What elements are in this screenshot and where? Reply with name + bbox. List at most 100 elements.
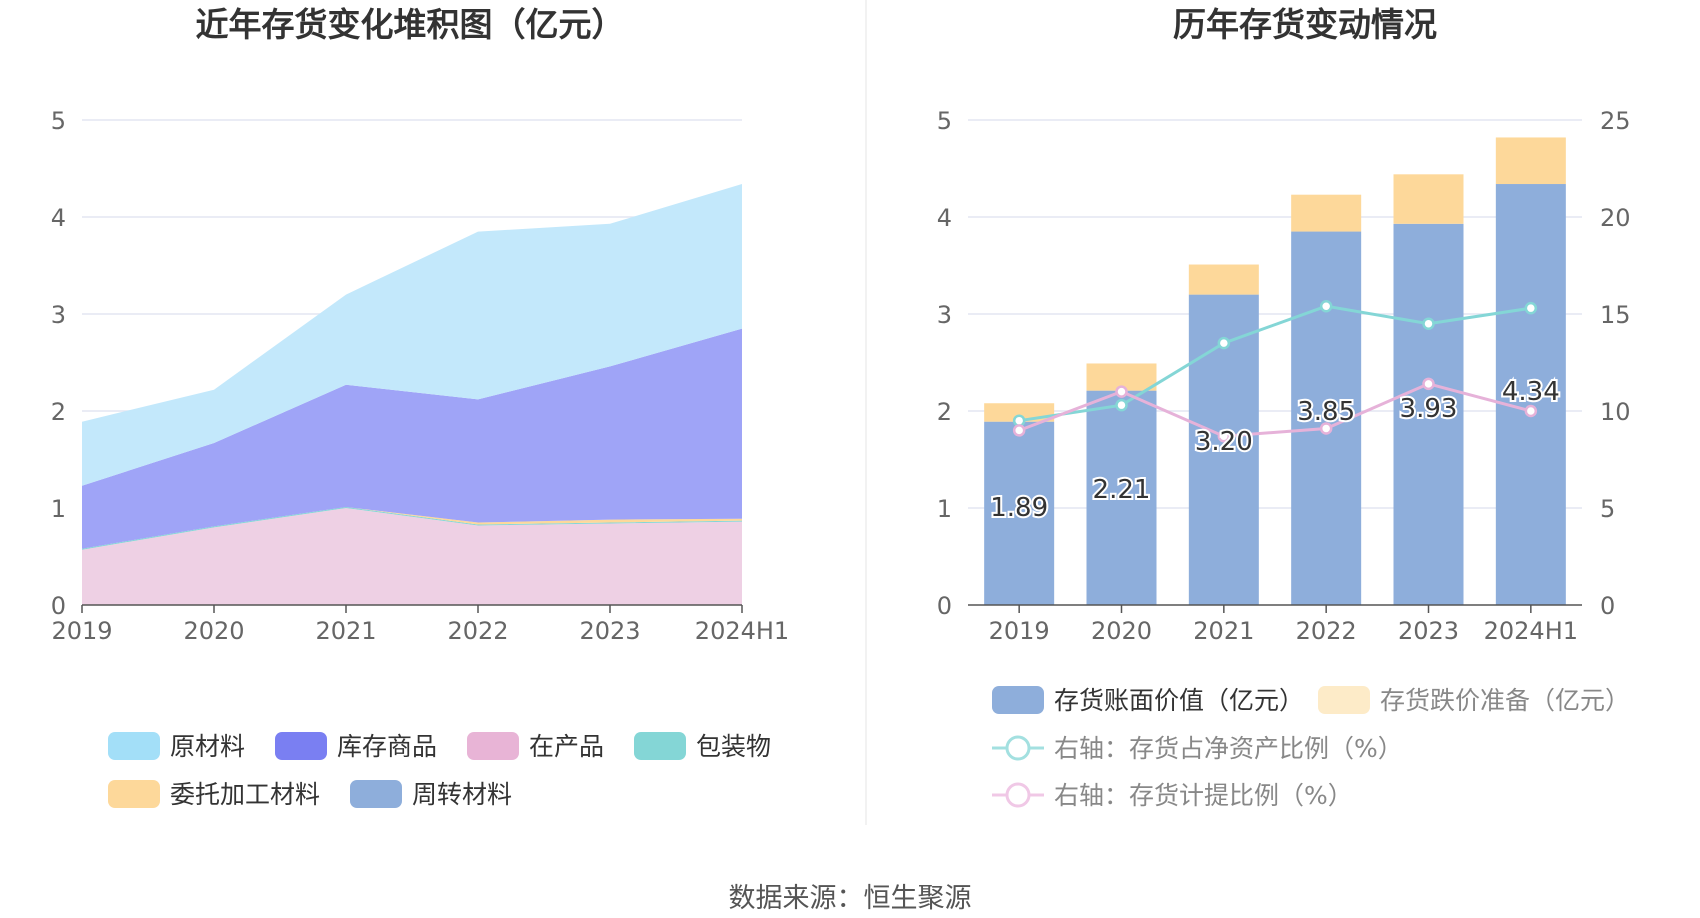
right-y-tick-label: 2 [937, 398, 952, 426]
bar-value-label: 3.93 [1400, 394, 1458, 424]
left-chart-title: 近年存货变化堆积图（亿元） [196, 5, 625, 44]
legend-swatch [992, 686, 1044, 714]
legend-swatch [1318, 686, 1370, 714]
right-y-tick-label: 5 [937, 107, 952, 135]
right-x-tick-label: 2020 [1091, 617, 1152, 645]
legend-marker [1005, 782, 1031, 808]
bar-value-label: 1.89 [990, 493, 1048, 523]
point-ratio_line [1217, 336, 1231, 350]
point-provision_line [1319, 422, 1333, 435]
legend-marker [1005, 735, 1031, 761]
area-raw_material [82, 184, 742, 486]
left-axes: 2019 2020 2021 2022 2023 2024H1 [51, 604, 789, 645]
point-provision_line [1217, 429, 1231, 443]
legend-label: 存货跌价准备（亿元） [1380, 686, 1630, 715]
bar-provision [1393, 174, 1464, 224]
legend-label: 右轴：存货占净资产比例（%） [1054, 734, 1403, 763]
right-y2-tick-label: 20 [1600, 204, 1631, 232]
left-x-tick-label: 2023 [579, 617, 640, 645]
area-consigned [82, 507, 742, 549]
bar-book-value [1086, 390, 1157, 605]
point-provision_line [1115, 385, 1128, 398]
bar-line-chart: 历年存货变动情况 0 1 2 3 4 5 0 5 10 15 20 25 1.89 2.21 3.20 3.… [937, 5, 1631, 810]
legend-label: 存货账面价值（亿元） [1054, 686, 1304, 715]
left-x-tick-label: 2024H1 [695, 617, 789, 645]
right-x-tick-label: 2024H1 [1484, 617, 1578, 645]
legend-label: 右轴：存货计提比例（%） [1054, 781, 1353, 810]
right-x-tick-label: 2019 [989, 617, 1050, 645]
right-line-series [1012, 299, 1538, 443]
left-x-tick-label: 2021 [315, 617, 376, 645]
legend-swatch [275, 732, 327, 760]
left-y-tick-label: 1 [51, 495, 66, 523]
point-provision_line [1524, 404, 1538, 418]
legend-swatch [108, 780, 160, 808]
right-axes: 2019 2020 2021 2022 2023 2024H1 [968, 604, 1582, 645]
legend-label: 在产品 [529, 732, 604, 761]
right-y-tick-label: 4 [937, 204, 952, 232]
left-x-tick-label: 2019 [51, 617, 112, 645]
right-y-tick-label: 0 [937, 592, 952, 620]
left-y-tick-label: 3 [51, 301, 66, 329]
legend-item-0[interactable]: 原材料 [108, 732, 245, 761]
right-y2-tick-label: 0 [1600, 592, 1615, 620]
legend-item-5[interactable]: 周转材料 [350, 780, 512, 809]
right-x-tick-label: 2021 [1193, 617, 1254, 645]
legend-label: 原材料 [170, 732, 245, 761]
legend-label: 委托加工材料 [170, 780, 320, 809]
right-legend[interactable]: 存货账面价值（亿元） 存货跌价准备（亿元） 右轴：存货占净资产比例（%） 右轴：存货计… [992, 686, 1630, 810]
bar-book-value [984, 421, 1055, 605]
point-ratio_line [1319, 299, 1333, 313]
legend-swatch [350, 780, 402, 808]
right-y-tick-label: 1 [937, 495, 952, 523]
bar-value-label: 3.20 [1195, 427, 1253, 457]
bar-provision [1291, 194, 1362, 232]
right-y2-tick-label: 15 [1600, 301, 1631, 329]
bar-value-label: 3.85 [1297, 397, 1355, 427]
legend-swatch [108, 732, 160, 760]
legend-item-2[interactable]: 右轴：存货占净资产比例（%） [992, 734, 1403, 763]
legend-item-4[interactable]: 委托加工材料 [108, 780, 320, 809]
right-y2-tick-label: 5 [1600, 495, 1615, 523]
right-chart-title: 历年存货变动情况 [1173, 5, 1437, 44]
bar-provision [1188, 264, 1259, 295]
bar-value-label: 4.34 [1502, 377, 1560, 407]
point-ratio_line [1422, 317, 1435, 330]
right-bar-series [984, 137, 1566, 606]
right-bar-labels: 1.89 2.21 3.20 3.85 3.93 4.34 [988, 375, 1562, 525]
left-area-series [82, 184, 742, 605]
right-grid: 0 1 2 3 4 5 0 5 10 15 20 25 [937, 107, 1631, 620]
right-y-tick-label: 3 [937, 301, 952, 329]
legend-label: 周转材料 [412, 780, 512, 809]
stacked-area-chart: 近年存货变化堆积图（亿元） 0 1 2 3 4 5 2019 2020 2021 2022 202… [51, 5, 789, 809]
area-inventory_goods [82, 328, 742, 549]
right-x-tick-label: 2023 [1398, 617, 1459, 645]
bar-provision [1495, 137, 1566, 185]
legend-item-3[interactable]: 右轴：存货计提比例（%） [992, 781, 1353, 810]
point-ratio_line [1115, 398, 1128, 412]
area-wip [82, 508, 742, 605]
legend-swatch [634, 732, 686, 760]
left-y-tick-label: 2 [51, 398, 66, 426]
legend-swatch [467, 732, 519, 760]
right-y2-tick-label: 10 [1600, 398, 1631, 426]
legend-item-3[interactable]: 包装物 [634, 732, 771, 761]
bar-book-value [1495, 184, 1566, 605]
point-provision_line [1012, 424, 1026, 437]
legend-label: 库存商品 [337, 732, 437, 761]
line-provision_line [1018, 382, 1532, 438]
line-ratio_line [1018, 304, 1532, 423]
data-source-note: 数据来源：恒生聚源 [728, 883, 972, 914]
legend-label: 包装物 [696, 732, 771, 761]
left-y-tick-label: 4 [51, 204, 66, 232]
legend-item-0[interactable]: 存货账面价值（亿元） [992, 686, 1304, 715]
legend-item-1[interactable]: 存货跌价准备（亿元） [1318, 686, 1630, 715]
left-y-tick-label: 0 [51, 592, 66, 620]
legend-item-2[interactable]: 在产品 [467, 732, 604, 761]
point-ratio_line [1524, 301, 1538, 315]
left-x-tick-label: 2022 [447, 617, 508, 645]
point-provision_line [1422, 377, 1435, 391]
legend-item-1[interactable]: 库存商品 [275, 732, 437, 761]
bar-value-label: 2.21 [1093, 475, 1151, 505]
